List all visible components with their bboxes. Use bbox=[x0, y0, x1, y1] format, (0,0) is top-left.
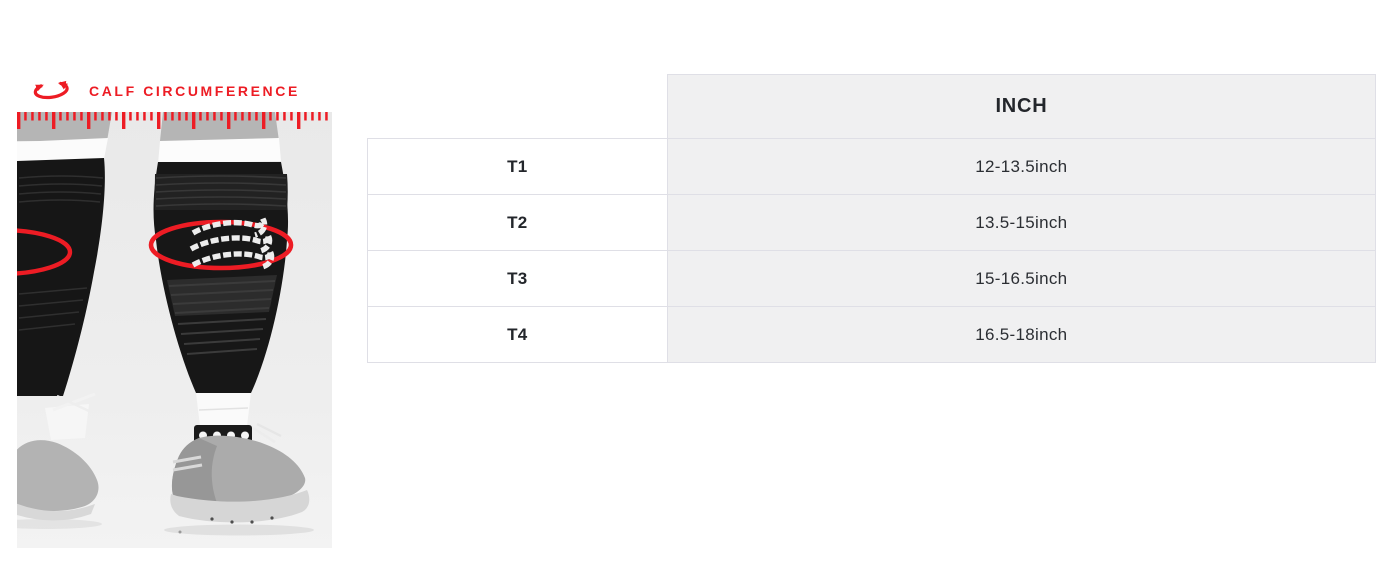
calf-sleeves-photo bbox=[17, 112, 332, 548]
table-row: T1 12-13.5inch bbox=[368, 139, 1376, 195]
inch-cell: 12-13.5inch bbox=[667, 139, 1376, 195]
inch-cell: 16.5-18inch bbox=[667, 307, 1376, 363]
circumference-ellipse bbox=[148, 219, 294, 271]
calf-photo-wrap bbox=[17, 112, 332, 548]
table-row: T4 16.5-18inch bbox=[368, 307, 1376, 363]
size-chart-table: INCH T1 12-13.5inch T2 13.5-15inch T3 15… bbox=[367, 74, 1376, 363]
inch-cell: 13.5-15inch bbox=[667, 195, 1376, 251]
size-rows: T1 12-13.5inch T2 13.5-15inch T3 15-16.5… bbox=[367, 138, 1376, 363]
table-row: T2 13.5-15inch bbox=[368, 195, 1376, 251]
panel-title: CALF CIRCUMFERENCE bbox=[89, 83, 300, 99]
rotation-arrow-icon bbox=[33, 80, 69, 100]
inch-cell: 15-16.5inch bbox=[667, 251, 1376, 307]
size-cell: T1 bbox=[368, 139, 668, 195]
size-cell: T2 bbox=[368, 195, 668, 251]
panel-heading: CALF CIRCUMFERENCE bbox=[28, 78, 332, 104]
table-row: T3 15-16.5inch bbox=[368, 251, 1376, 307]
size-cell: T4 bbox=[368, 307, 668, 363]
wave-logo bbox=[189, 217, 275, 270]
unit-header-cell: INCH bbox=[667, 74, 1376, 138]
left-leg bbox=[17, 112, 112, 529]
ruler-ticks-graphic bbox=[17, 112, 332, 129]
size-cell: T3 bbox=[368, 251, 668, 307]
calf-circumference-panel: CALF CIRCUMFERENCE bbox=[17, 78, 332, 548]
